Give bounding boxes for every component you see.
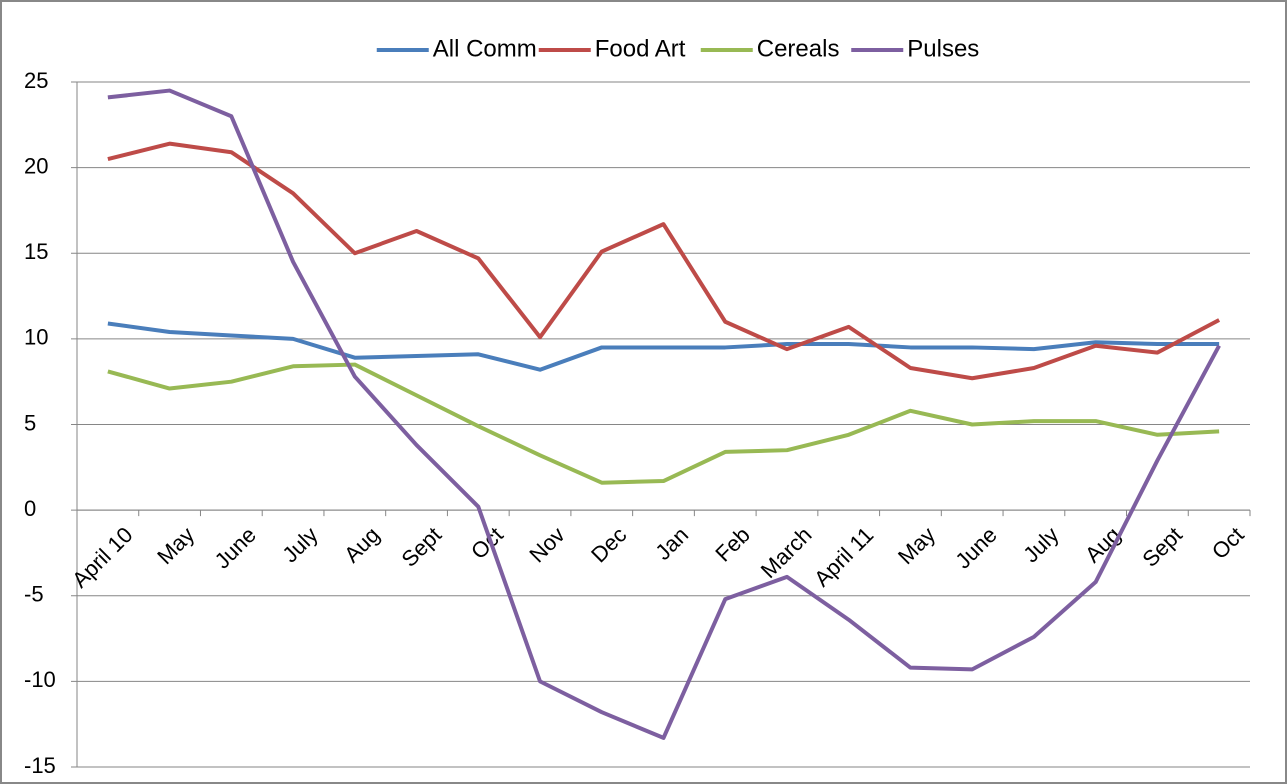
y-tick-label: 15 [24,239,48,264]
y-tick-label: 10 [24,325,48,350]
y-tick-label: 20 [24,153,48,178]
series-line [107,88,1221,740]
y-tick-label: 25 [24,68,48,93]
legend-label: Food Art [595,35,686,62]
series-line [107,362,1220,485]
legend-label: All Comm [433,35,537,62]
series-line [107,141,1221,381]
y-tick-label: -10 [24,667,56,692]
y-tick-label: 0 [24,496,36,521]
y-tick-label: -15 [24,753,56,778]
y-tick-label: 5 [24,410,36,435]
series-line [107,321,1220,372]
legend-label: Cereals [757,35,840,62]
legend-label: Pulses [907,35,979,62]
y-tick-label: -5 [24,582,44,607]
